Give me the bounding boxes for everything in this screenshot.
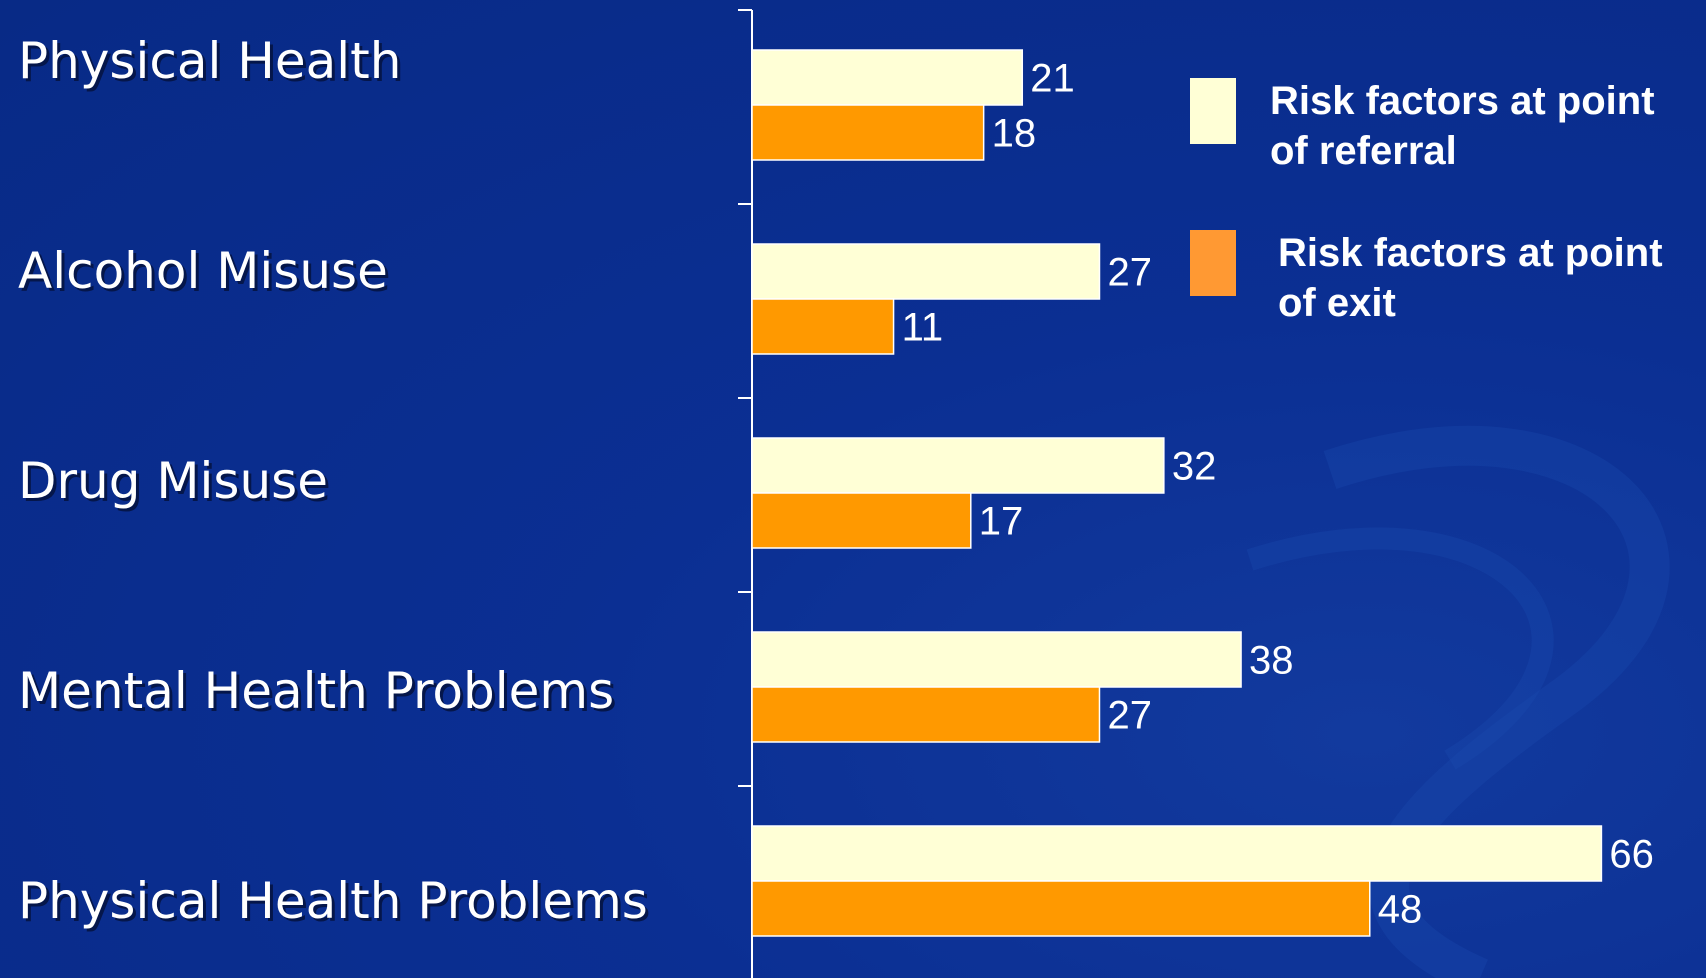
bar	[751, 49, 1024, 106]
bar	[751, 880, 1371, 937]
category-label: Physical Health	[18, 32, 401, 90]
bar	[751, 825, 1603, 882]
bar	[751, 298, 895, 355]
value-label: 38	[1249, 639, 1294, 683]
legend-label: of exit	[1278, 281, 1396, 325]
value-label: 48	[1378, 888, 1423, 932]
value-labels: 21 27 32 38 66 18 11 17 27 48	[902, 57, 1654, 932]
category-label: Alcohol Misuse	[18, 242, 388, 300]
bar	[751, 631, 1242, 688]
background-swirl	[1246, 425, 1670, 978]
bar	[751, 686, 1101, 743]
value-label: 17	[979, 500, 1024, 544]
bar	[751, 104, 985, 161]
category-label: Drug Misuse	[18, 452, 328, 510]
value-label: 18	[992, 112, 1036, 156]
value-label: 27	[1107, 251, 1152, 295]
legend-label: Risk factors at point	[1278, 231, 1663, 275]
legend-label: Risk factors at point	[1270, 79, 1655, 123]
bar	[751, 492, 972, 549]
bars	[751, 49, 1603, 937]
legend-swatch	[1190, 78, 1236, 144]
value-label: 11	[902, 306, 944, 350]
value-label: 32	[1172, 445, 1217, 489]
value-label: 27	[1107, 694, 1152, 738]
category-labels: Physical Health Alcohol Misuse Drug Misuse…	[18, 32, 648, 930]
legend-swatch	[1190, 230, 1236, 296]
category-label: Physical Health Problems	[18, 872, 648, 930]
legend-label: of referral	[1270, 129, 1457, 173]
bar	[751, 243, 1101, 300]
category-axis	[738, 9, 753, 978]
value-label: 66	[1609, 833, 1654, 877]
bar	[751, 437, 1165, 494]
category-label: Mental Health Problems	[18, 662, 614, 720]
value-label: 21	[1030, 57, 1075, 101]
legend: Risk factors at point of referral Risk fac…	[1190, 78, 1663, 325]
